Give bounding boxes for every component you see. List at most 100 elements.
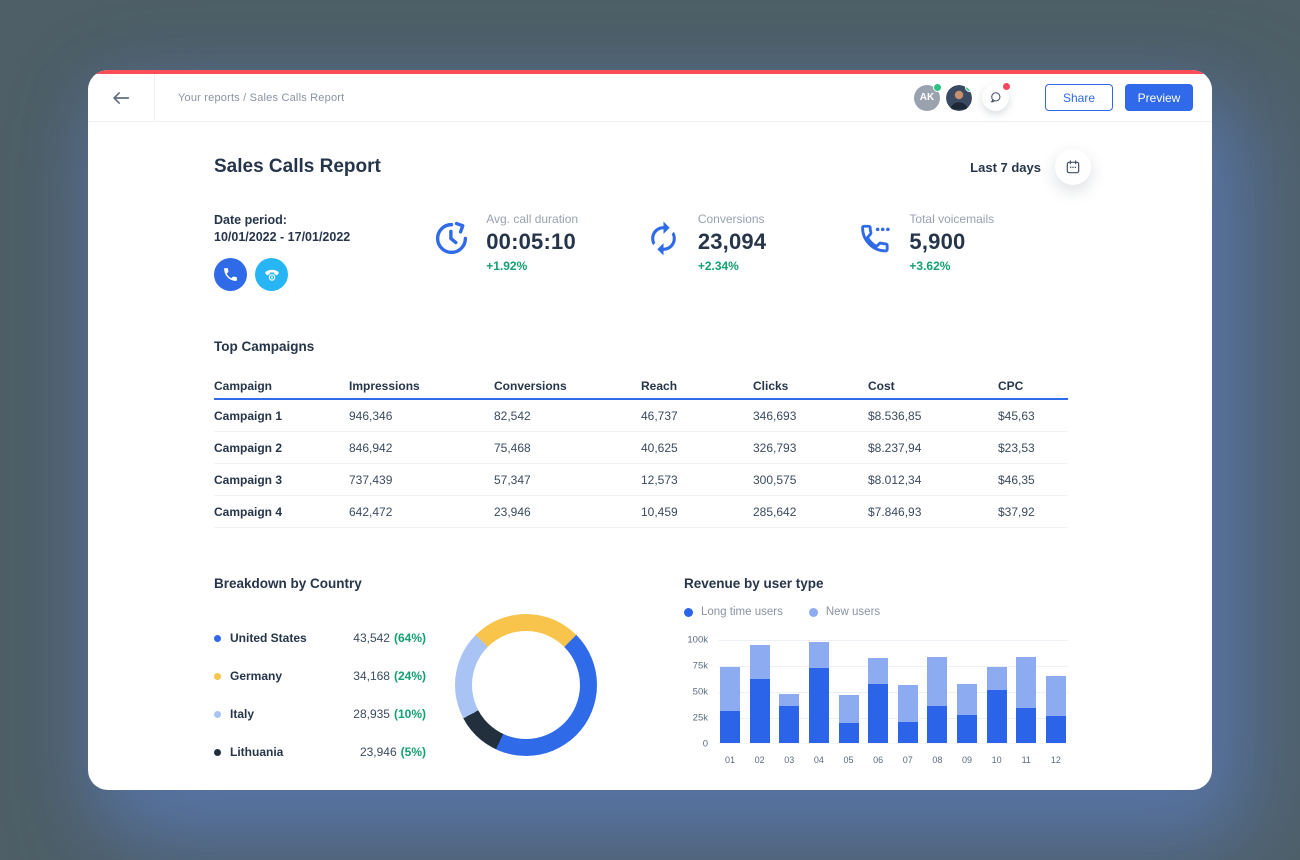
kpi-delta: +1.92% xyxy=(486,259,528,273)
country-legend-item[interactable]: Lithuania 23,946 (5%) xyxy=(214,733,426,771)
campaign-row: Campaign 3 737,439 57,347 12,573 300,575 $8.0… xyxy=(214,464,1068,496)
date-range-label: Last 7 days xyxy=(970,159,1041,175)
country-percent: (5%) xyxy=(400,745,426,759)
bar-segment[interactable] xyxy=(868,683,889,743)
bar-segment[interactable] xyxy=(1016,656,1037,708)
phone-channel-button[interactable] xyxy=(214,258,247,291)
section-title-breakdown: Breakdown by Country xyxy=(214,576,362,591)
bar-segment[interactable] xyxy=(927,705,948,743)
campaign-cell: Campaign 2 xyxy=(214,440,283,455)
bar-05[interactable] xyxy=(838,640,859,743)
bar-segment[interactable] xyxy=(808,642,829,669)
avatar-ak[interactable]: AK xyxy=(914,82,942,111)
window-accent-strip xyxy=(88,70,1212,74)
y-tick-label: 25k xyxy=(692,712,708,724)
bar-08[interactable] xyxy=(927,640,948,743)
plot-area xyxy=(718,640,1068,744)
bar-segment[interactable] xyxy=(927,656,948,706)
bar-segment[interactable] xyxy=(1045,676,1066,716)
y-tick-label: 0 xyxy=(702,738,708,750)
column-header[interactable]: Cost xyxy=(868,378,895,393)
bar-segment[interactable] xyxy=(986,689,1007,743)
x-tick-label: 12 xyxy=(1050,755,1061,765)
rotary-phone-icon xyxy=(264,269,279,281)
legend-label: Long time users xyxy=(701,606,783,618)
bar-segment[interactable] xyxy=(868,657,889,684)
legend-dot xyxy=(808,607,818,617)
column-header[interactable]: Reach xyxy=(641,378,678,393)
bar-segment[interactable] xyxy=(897,722,918,743)
bar-segment[interactable] xyxy=(1045,715,1066,743)
bar-segment[interactable] xyxy=(779,694,800,706)
donut-chart[interactable] xyxy=(455,614,597,756)
bar-segment[interactable] xyxy=(986,667,1007,690)
bar-segment[interactable] xyxy=(720,667,740,711)
campaign-cell: 737,439 xyxy=(349,472,393,487)
page-title: Sales Calls Report xyxy=(214,156,381,177)
kpi-row: Date period: 10/01/2022 - 17/01/2022 xyxy=(214,212,1068,291)
column-header[interactable]: Campaign xyxy=(214,378,273,393)
x-tick-label: 04 xyxy=(813,755,824,765)
bar-09[interactable] xyxy=(957,640,977,743)
bar-segment[interactable] xyxy=(897,684,918,723)
campaign-cell: $45,63 xyxy=(998,408,1035,423)
revenue-by-user-type-section: Revenue by user type Long time users New… xyxy=(684,576,1068,771)
column-header[interactable]: CPC xyxy=(998,378,1024,393)
bar-segment[interactable] xyxy=(749,645,770,679)
bar-07[interactable] xyxy=(897,640,918,743)
date-period-value: 10/01/2022 - 17/01/2022 xyxy=(214,230,351,244)
chat-button[interactable] xyxy=(982,82,1011,111)
bar-06[interactable] xyxy=(868,640,889,743)
share-button[interactable]: Share xyxy=(1045,84,1113,111)
back-arrow-icon xyxy=(113,91,130,104)
bar-segment[interactable] xyxy=(1016,707,1037,743)
campaign-row: Campaign 2 846,942 75,468 40,625 326,793 $8.2… xyxy=(214,432,1068,464)
bar-segment[interactable] xyxy=(957,714,977,743)
country-percent: (10%) xyxy=(393,707,426,721)
bar-segment[interactable] xyxy=(779,705,800,743)
x-tick-label: 02 xyxy=(754,755,765,765)
bar-segment[interactable] xyxy=(808,668,829,743)
avatar-photo[interactable] xyxy=(946,84,972,111)
country-legend-item[interactable]: Germany 34,168 (24%) xyxy=(214,657,426,695)
bar-segment[interactable] xyxy=(749,678,770,743)
bar-01[interactable] xyxy=(720,640,740,743)
calendar-button[interactable] xyxy=(1055,149,1091,185)
bar-02[interactable] xyxy=(749,640,770,743)
person-photo-icon xyxy=(946,84,972,111)
bar-segment[interactable] xyxy=(838,695,859,724)
country-value: 34,168 xyxy=(353,669,390,683)
campaign-cell: 946,346 xyxy=(349,408,393,423)
bar-03[interactable] xyxy=(779,640,800,743)
date-range-picker[interactable]: Last 7 days xyxy=(970,149,1091,185)
channel-icons xyxy=(214,258,433,291)
bar-04[interactable] xyxy=(808,640,829,743)
country-legend-item[interactable]: Italy 28,935 (10%) xyxy=(214,695,426,733)
kpi-delta: +2.34% xyxy=(697,259,739,273)
campaign-cell: $23,53 xyxy=(998,440,1035,455)
bar-segment[interactable] xyxy=(838,723,859,743)
x-tick-label: 09 xyxy=(961,755,972,765)
legend-label: New users xyxy=(825,606,881,618)
bar-segment[interactable] xyxy=(957,683,977,715)
bar-12[interactable] xyxy=(1045,640,1066,743)
campaign-cell: 23,946 xyxy=(494,504,531,519)
bar-segment[interactable] xyxy=(720,710,740,743)
clock-history-icon xyxy=(433,220,471,291)
column-header[interactable]: Clicks xyxy=(753,378,789,393)
country-legend-item[interactable]: United States 43,542 (64%) xyxy=(214,619,426,657)
campaign-cell: 300,575 xyxy=(753,472,797,487)
rotary-phone-channel-button[interactable] xyxy=(255,258,288,291)
legend-item-long-time-users: Long time users xyxy=(684,606,783,618)
campaign-cell: Campaign 4 xyxy=(214,504,283,519)
campaign-cell: $8.536,85 xyxy=(868,408,922,423)
campaign-cell: 46,737 xyxy=(641,408,678,423)
back-button[interactable] xyxy=(88,74,155,121)
online-status-dot xyxy=(933,82,942,92)
bar-11[interactable] xyxy=(1016,640,1037,743)
preview-button[interactable]: Preview xyxy=(1125,84,1193,111)
column-header[interactable]: Conversions xyxy=(494,378,567,393)
column-header[interactable]: Impressions xyxy=(349,378,420,393)
bar-10[interactable] xyxy=(986,640,1007,743)
campaign-cell: 82,542 xyxy=(494,408,531,423)
